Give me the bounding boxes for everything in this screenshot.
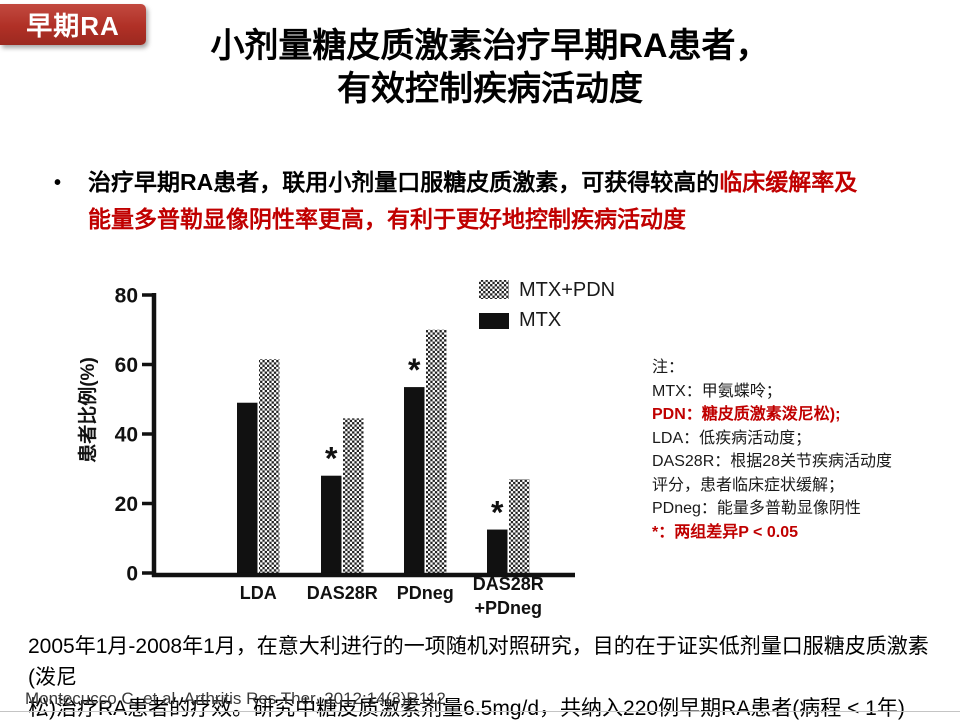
topic-badge: 早期RA [0,4,146,45]
study-description: 2005年1月-2008年1月，在意大利进行的一项随机对照研究，目的在于证实低剂… [28,631,950,724]
study-description-line1: 2005年1月-2008年1月，在意大利进行的一项随机对照研究，目的在于证实低剂… [28,635,929,689]
legend-swatch-mtx [479,313,509,329]
note-line: MTX：甲氨蝶呤； [652,382,782,400]
bar-mtx-2 [404,387,425,573]
bar-mtx-3 [487,529,508,573]
legend-swatch-mtx-pdn [479,280,509,299]
category-label-2: PDneg [397,583,454,603]
category-label-0: LDA [240,583,277,603]
bar-chart-svg: LDA * DAS28R * PDneg * DAS28R +PDneg 0 20 40 60 80 患者… [76,279,615,618]
abbreviation-notes: 注： MTX：甲氨蝶呤； PDN：糖皮质激素泼尼松); LDA：低疾病活动度； … [652,356,952,544]
slide-title: 小剂量糖皮质激素治疗早期RA患者， 有效控制疾病活动度 [150,25,830,111]
bar-chart: LDA * DAS28R * PDneg * DAS28R +PDneg 0 20 40 60 80 患者… [60,268,660,633]
bullet-marker: • [54,172,62,194]
slide-title-line1: 小剂量糖皮质激素治疗早期RA患者， [210,27,770,65]
y-axis-label: 患者比例(%) [76,357,99,463]
bar-mtx-pdn-3 [509,479,530,573]
bar-mtx-pdn-0 [259,359,280,573]
bullet-text-red-2: 能量多普勒显像阴性率更高，有利于更好地控制疾病活动度 [88,206,686,232]
topic-badge-label: 早期RA [26,11,120,41]
legend-label-mtx: MTX [519,309,561,331]
significance-asterisk: * [408,352,421,388]
bullet-text-black: 治疗早期RA患者，联用小剂量口服糖皮质激素，可获得较高的 [88,169,720,195]
y-tick-label: 40 [115,424,138,447]
note-line: 注： [652,359,685,376]
note-line: LDA：低疾病活动度； [652,429,812,447]
study-description-line2: 松)治疗RA患者的疗效。研究中糖皮质激素剂量6.5mg/d，共纳入220例早期R… [28,697,905,720]
bullet-point: • 治疗早期RA患者，联用小剂量口服糖皮质激素，可获得较高的临床缓解率及 能量多… [52,164,937,238]
note-line-pdn: PDN：糖皮质激素泼尼松); [652,406,841,423]
note-line: DAS28R：根据28关节疾病活动度 [652,453,893,470]
y-tick-label: 60 [115,354,138,377]
bar-mtx-1 [321,475,342,573]
category-label-3: DAS28R +PDneg [473,574,544,618]
y-tick-label: 20 [115,493,138,516]
significance-asterisk: * [325,441,338,477]
bullet-text: 治疗早期RA患者，联用小剂量口服糖皮质激素，可获得较高的临床缓解率及 能量多普勒… [88,164,937,238]
bar-mtx-pdn-1 [343,418,364,573]
significance-asterisk: * [491,495,504,531]
bullet-text-red-1: 临床缓解率及 [719,169,858,195]
slide-title-line2: 有效控制疾病活动度 [337,70,643,108]
bar-mtx-pdn-2 [426,329,447,573]
note-line-significance: *：两组差异P < 0.05 [652,523,798,541]
bottom-divider [0,711,960,712]
y-tick-label: 80 [115,285,138,308]
bar-mtx-0 [237,402,258,573]
note-line: 评分，患者临床症状缓解； [652,476,845,494]
category-label-1: DAS28R [307,583,378,603]
y-tick-label: 0 [126,563,138,586]
citation: Montecucco C, et al. Arthritis Res Ther.… [25,689,446,708]
legend-label-mtx-pdn: MTX+PDN [519,279,615,301]
note-line: PDneg：能量多普勒显像阴性 [652,500,861,517]
